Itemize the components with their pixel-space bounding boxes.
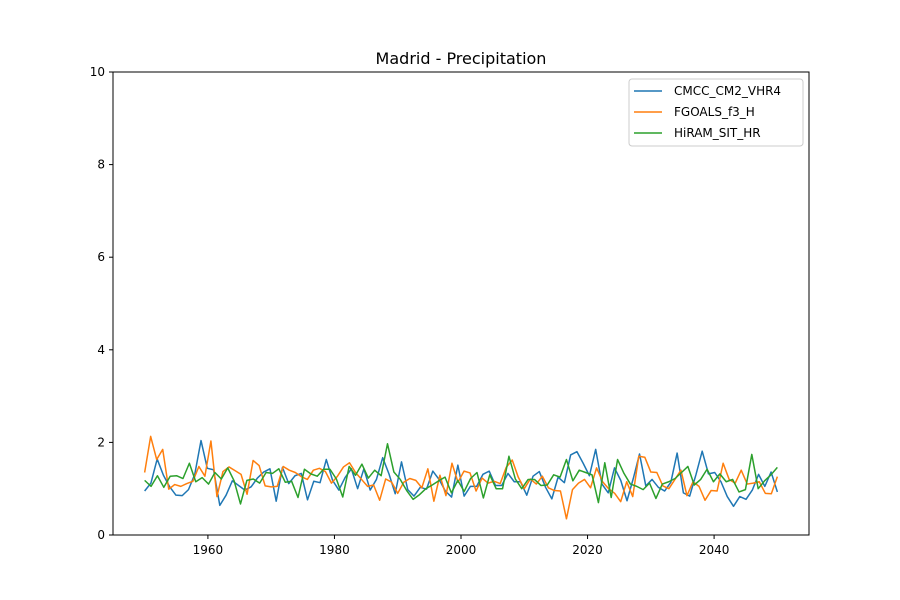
legend-label-2: HiRAM_SIT_HR: [674, 126, 761, 140]
y-tick-label: 0: [97, 528, 105, 542]
x-tick-label: 1960: [193, 543, 224, 557]
series-line-0: [144, 439, 779, 508]
y-tick-label: 4: [97, 343, 105, 357]
series-line-1: [143, 435, 779, 520]
plot-area: [112, 71, 810, 536]
x-tick-label: 2040: [699, 543, 730, 557]
legend-box: [628, 78, 804, 147]
y-tick-label: 2: [97, 435, 105, 449]
legend: CMCC_CM2_VHR4 FGOALS_f3_H HiRAM_SIT_HR: [628, 78, 804, 147]
series-line-2: [144, 443, 778, 505]
x-tick-label: 1980: [319, 543, 350, 557]
chart-title: Madrid - Precipitation: [376, 49, 547, 68]
legend-label-1: FGOALS_f3_H: [674, 105, 755, 119]
x-tick-label: 2000: [446, 543, 477, 557]
y-tick-label: 6: [97, 250, 105, 264]
x-tick-label: 2020: [572, 543, 603, 557]
y-axis: 0 2 4 6 8 10: [90, 65, 113, 542]
series-lines: [143, 435, 779, 520]
legend-label-0: CMCC_CM2_VHR4: [674, 84, 781, 98]
y-tick-label: 10: [90, 65, 105, 79]
x-axis: 1960 1980 2000 2020 2040: [193, 535, 730, 557]
y-tick-label: 8: [97, 158, 105, 172]
